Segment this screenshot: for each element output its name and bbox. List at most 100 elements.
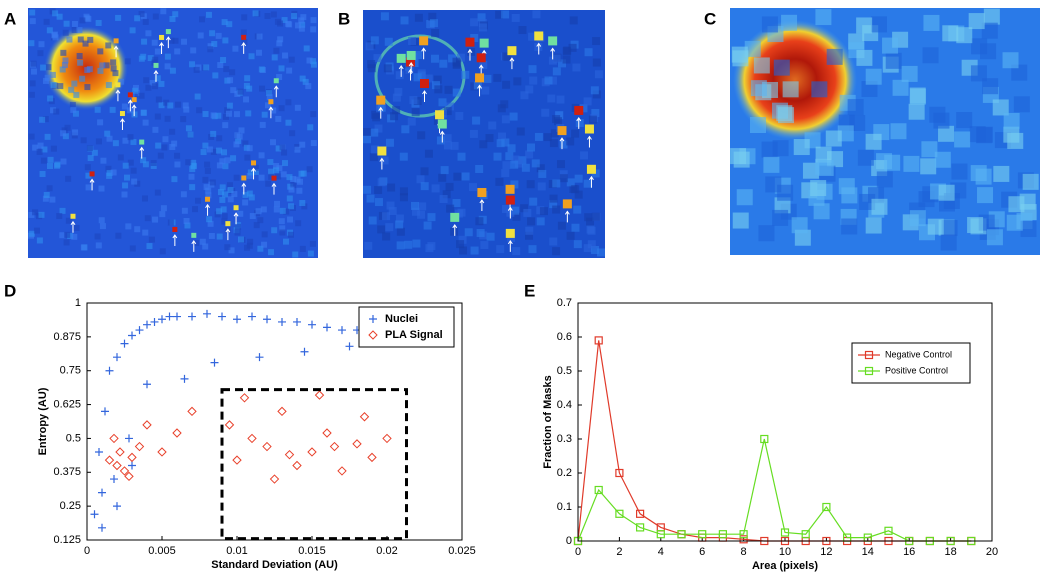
point <box>337 466 347 476</box>
speckle <box>64 231 71 238</box>
speckle <box>106 135 113 142</box>
arrow <box>576 117 582 129</box>
x-tick-label: 0.005 <box>148 545 176 557</box>
speckle <box>505 152 514 161</box>
speckle <box>882 37 899 54</box>
arrow <box>241 182 247 195</box>
speckle <box>85 184 92 191</box>
speckle <box>279 229 286 236</box>
y-tick-label: 0.25 <box>60 500 81 512</box>
speckle <box>453 172 462 181</box>
speckle <box>169 67 176 74</box>
speckle <box>53 108 60 115</box>
speckle <box>276 74 283 81</box>
speckle <box>417 210 426 219</box>
x-tick-label: 0.015 <box>298 545 326 557</box>
speckle <box>444 85 453 94</box>
speckle <box>574 190 583 199</box>
speckle <box>57 83 64 90</box>
spot <box>172 226 178 232</box>
speckle <box>257 217 264 224</box>
speckle <box>579 104 588 113</box>
speckle <box>169 143 176 150</box>
speckle <box>476 228 485 237</box>
point <box>594 336 603 345</box>
speckle <box>861 81 878 98</box>
speckle <box>234 90 241 97</box>
speckle <box>450 227 459 236</box>
speckle <box>222 191 229 198</box>
speckle <box>552 115 561 124</box>
speckle <box>164 63 171 70</box>
speckle <box>562 55 571 64</box>
speckle <box>501 204 510 213</box>
speckle <box>1022 173 1039 190</box>
speckle <box>885 52 902 69</box>
legend-label: Negative Control <box>885 349 952 359</box>
point <box>635 509 645 518</box>
speckle <box>216 135 223 142</box>
speckle <box>525 226 534 235</box>
speckle <box>279 144 286 151</box>
speckle <box>145 30 152 37</box>
spot <box>476 53 486 63</box>
speckle <box>264 102 271 109</box>
speckle <box>596 248 605 257</box>
speckle <box>37 50 44 57</box>
speckle <box>28 91 35 98</box>
x-tick-label: 8 <box>741 546 747 558</box>
y-tick-label: 0.375 <box>53 466 81 478</box>
speckle <box>921 141 938 158</box>
speckle <box>1006 214 1023 231</box>
speckle <box>295 22 302 29</box>
speckle <box>395 71 404 80</box>
speckle <box>387 183 396 192</box>
speckle <box>431 81 440 90</box>
speckle <box>142 229 149 236</box>
speckle <box>192 206 199 213</box>
speckle <box>252 10 259 17</box>
speckle <box>430 54 439 63</box>
speckle <box>174 161 181 168</box>
speckle <box>195 197 202 204</box>
speckle <box>374 198 383 207</box>
speckle <box>413 73 422 82</box>
speckle <box>237 210 244 217</box>
point <box>210 358 219 367</box>
speckle <box>841 218 858 235</box>
speckle <box>270 139 277 146</box>
speckle <box>28 211 35 218</box>
speckle <box>106 170 113 177</box>
point <box>300 347 309 356</box>
spot <box>420 78 430 88</box>
speckle <box>544 76 553 85</box>
speckle <box>117 154 124 161</box>
legend-symbol <box>369 315 377 323</box>
arrow <box>398 64 404 77</box>
y-tick-label: 0 <box>566 535 572 547</box>
speckle <box>431 29 440 38</box>
speckle <box>518 26 527 35</box>
speckle <box>901 65 918 82</box>
speckle <box>169 128 176 135</box>
speckle <box>228 247 235 254</box>
speckle <box>572 63 581 72</box>
speckle <box>475 217 484 226</box>
speckle <box>233 174 240 181</box>
speckle <box>232 45 239 52</box>
speckle <box>246 172 253 179</box>
speckle <box>255 49 262 56</box>
point <box>308 320 316 329</box>
speckle <box>205 187 212 194</box>
y-tick-label: 0.6 <box>557 331 572 343</box>
speckle <box>223 113 230 120</box>
speckle <box>222 163 229 170</box>
speckle <box>434 85 443 94</box>
speckle <box>206 146 213 153</box>
speckle <box>230 155 237 162</box>
speckle <box>174 48 181 55</box>
speckle <box>40 64 47 71</box>
speckle <box>458 235 467 244</box>
speckle <box>226 21 233 28</box>
speckle <box>30 68 37 75</box>
